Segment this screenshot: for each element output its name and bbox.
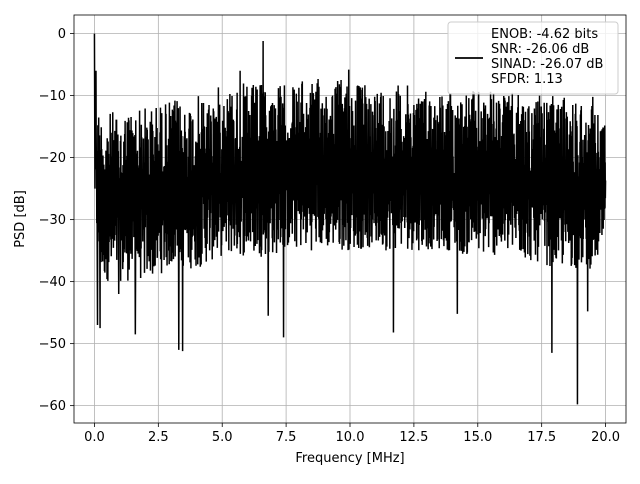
x-tick-label: 7.5 — [276, 430, 297, 445]
y-tick-label: −20 — [39, 151, 66, 166]
y-tick-label: −60 — [39, 399, 66, 414]
psd-line — [93, 33, 607, 405]
legend-entry-enob: ENOB: -4.62 bits — [491, 27, 598, 42]
y-tick-label: −30 — [39, 213, 66, 228]
x-tick-label: 0.0 — [84, 430, 105, 445]
x-tick-label: 2.5 — [148, 430, 169, 445]
legend-entry-sinad: SINAD: -26.07 dB — [491, 57, 603, 72]
y-axis: 0 −10 −20 −30 −40 −50 −60 — [39, 27, 74, 414]
y-tick-label: −10 — [39, 89, 66, 104]
x-axis: 0.0 2.5 5.0 7.5 10.0 12.5 15.0 17.5 20.0 — [84, 423, 620, 445]
x-tick-label: 15.0 — [463, 430, 492, 445]
x-axis-label: Frequency [MHz] — [295, 451, 404, 466]
y-tick-label: −40 — [39, 275, 66, 290]
y-axis-label: PSD [dB] — [13, 190, 28, 248]
legend: ENOB: -4.62 bits SNR: -26.06 dB SINAD: -… — [447, 21, 619, 95]
legend-entry-snr: SNR: -26.06 dB — [491, 42, 589, 57]
series-psd — [93, 33, 607, 405]
x-tick-label: 20.0 — [591, 430, 620, 445]
y-tick-label: 0 — [58, 27, 66, 42]
legend-box — [447, 21, 619, 95]
y-tick-label: −50 — [39, 337, 66, 352]
x-tick-label: 12.5 — [399, 430, 428, 445]
x-tick-label: 17.5 — [527, 430, 556, 445]
x-tick-label: 10.0 — [336, 430, 365, 445]
legend-entry-sfdr: SFDR: 1.13 — [491, 72, 563, 87]
x-tick-label: 5.0 — [212, 430, 233, 445]
